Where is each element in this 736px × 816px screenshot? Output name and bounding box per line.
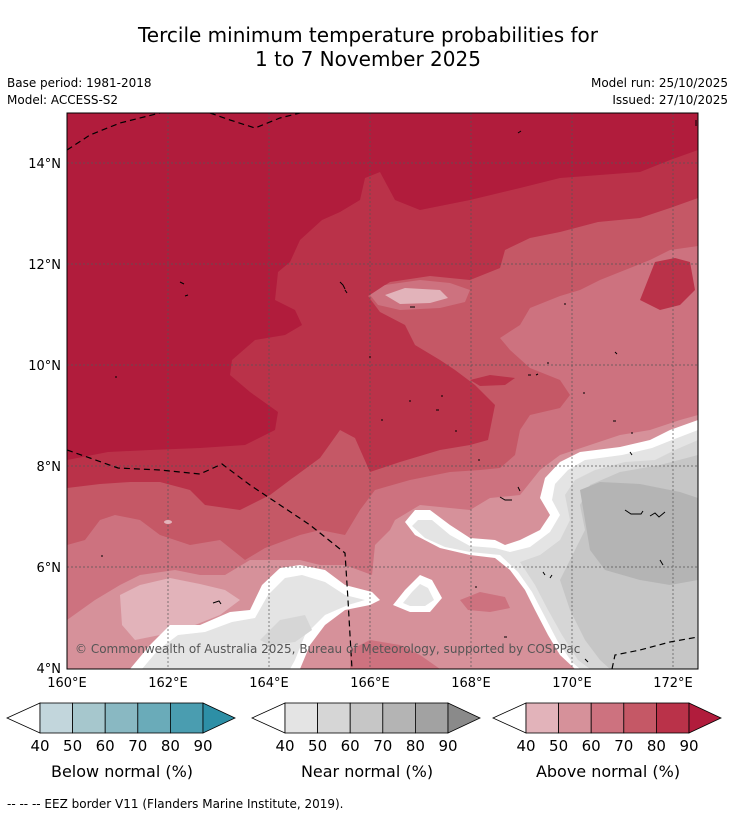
probability-map: © Commonwealth of Australia 2025, Bureau…	[28, 112, 699, 691]
cb-swatch	[317, 702, 351, 734]
cb-swatch	[414, 702, 449, 734]
cb-tick-label: 80	[161, 737, 180, 755]
cb-swatch	[104, 702, 139, 734]
lat-label: 4°N	[37, 662, 62, 677]
cb-swatch	[349, 702, 384, 734]
cb-tick-label: 50	[549, 737, 568, 755]
map-frame	[66, 112, 699, 670]
colorbar-below-label: Below normal (%)	[50, 762, 194, 781]
colorbar-near-label: Near normal (%)	[300, 762, 434, 781]
field-above-60-spot	[460, 592, 510, 612]
colorbar-above-label: Above normal (%)	[535, 762, 681, 781]
cb-swatch	[284, 702, 318, 734]
field-near-60-inner	[660, 598, 698, 669]
lon-label: 168°E	[451, 676, 491, 691]
cb-swatch	[492, 702, 527, 734]
lon-axis: 160°E 162°E 164°E 166°E 168°E 170°E 172°…	[47, 676, 693, 691]
lat-label: 8°N	[37, 460, 62, 475]
field-near-50-sw	[260, 615, 312, 645]
title-line-1: Tercile minimum temperature probabilitie…	[137, 23, 599, 47]
cb-tick-label: 70	[128, 737, 147, 755]
cb-tick-label: 50	[63, 737, 82, 755]
field-above-80-island	[640, 258, 695, 310]
issued-date: Issued: 27/10/2025	[612, 93, 728, 107]
colorbar-near-normal: 40 50 60 70 80 90	[251, 702, 481, 755]
model-run: Model run: 25/10/2025	[590, 76, 728, 90]
colorbar-below-normal: 40 50 60 70 80 90	[6, 702, 236, 755]
cb-swatch	[39, 702, 73, 734]
lon-label: 164°E	[249, 676, 289, 691]
cb-tick-label: 70	[373, 737, 392, 755]
cb-tick-label: 60	[96, 737, 115, 755]
lon-label: 170°E	[552, 676, 592, 691]
field-above-40	[120, 578, 240, 640]
field-above-70-spot	[470, 375, 515, 386]
cb-tick-label: 50	[308, 737, 327, 755]
islands	[101, 120, 697, 663]
cb-swatch	[558, 702, 592, 734]
small-island-marker	[164, 520, 172, 524]
lat-label: 14°N	[28, 157, 61, 172]
cb-tick-label: 40	[30, 737, 49, 755]
model-name: Model: ACCESS-S2	[7, 93, 119, 107]
cb-swatch	[655, 702, 690, 734]
cb-tick-label: 80	[406, 737, 425, 755]
colorbar-above-normal: 40 50 60 70 80 90	[492, 702, 722, 755]
cb-tick-label: 60	[341, 737, 360, 755]
cb-swatch	[169, 702, 204, 734]
cb-tick-label: 90	[438, 737, 457, 755]
cb-swatch	[623, 702, 657, 734]
lat-axis: 14°N 12°N 10°N 8°N 6°N 4°N	[28, 157, 61, 677]
cb-swatch	[590, 702, 625, 734]
field-near-70	[580, 482, 698, 585]
cb-swatch	[137, 702, 171, 734]
cb-tick-label: 60	[582, 737, 601, 755]
map-fields	[67, 113, 698, 669]
field-above-50-island	[385, 288, 448, 304]
lat-label: 6°N	[37, 561, 62, 576]
map-grid	[67, 113, 698, 669]
field-near-40-sw	[142, 575, 365, 669]
cb-tick-label: 90	[193, 737, 212, 755]
cb-tick-label: 80	[647, 737, 666, 755]
field-near-40-island	[403, 584, 434, 606]
cb-swatch	[688, 702, 722, 734]
lon-label: 172°E	[653, 676, 693, 691]
cb-tick-label: 90	[679, 737, 698, 755]
title-line-2: 1 to 7 November 2025	[255, 47, 481, 71]
lat-label: 12°N	[28, 258, 61, 273]
lon-label: 162°E	[148, 676, 188, 691]
base-period: Base period: 1981-2018	[7, 76, 152, 90]
lon-label: 166°E	[350, 676, 390, 691]
cb-tick-label: 70	[614, 737, 633, 755]
cb-swatch	[202, 702, 236, 734]
eez-legend: -- -- -- EEZ border V11 (Flanders Marine…	[7, 797, 344, 811]
cb-swatch	[382, 702, 416, 734]
cb-swatch	[251, 702, 286, 734]
cb-tick-label: 40	[516, 737, 535, 755]
copyright-notice: © Commonwealth of Australia 2025, Bureau…	[75, 642, 580, 656]
cb-swatch	[447, 702, 481, 734]
cb-swatch	[72, 702, 106, 734]
lon-label: 160°E	[47, 676, 87, 691]
lat-label: 10°N	[28, 359, 61, 374]
eez-borders	[67, 113, 698, 669]
cb-swatch	[6, 702, 41, 734]
cb-swatch	[525, 702, 559, 734]
field-above-60-spot-2	[350, 640, 440, 669]
cb-tick-label: 40	[275, 737, 294, 755]
